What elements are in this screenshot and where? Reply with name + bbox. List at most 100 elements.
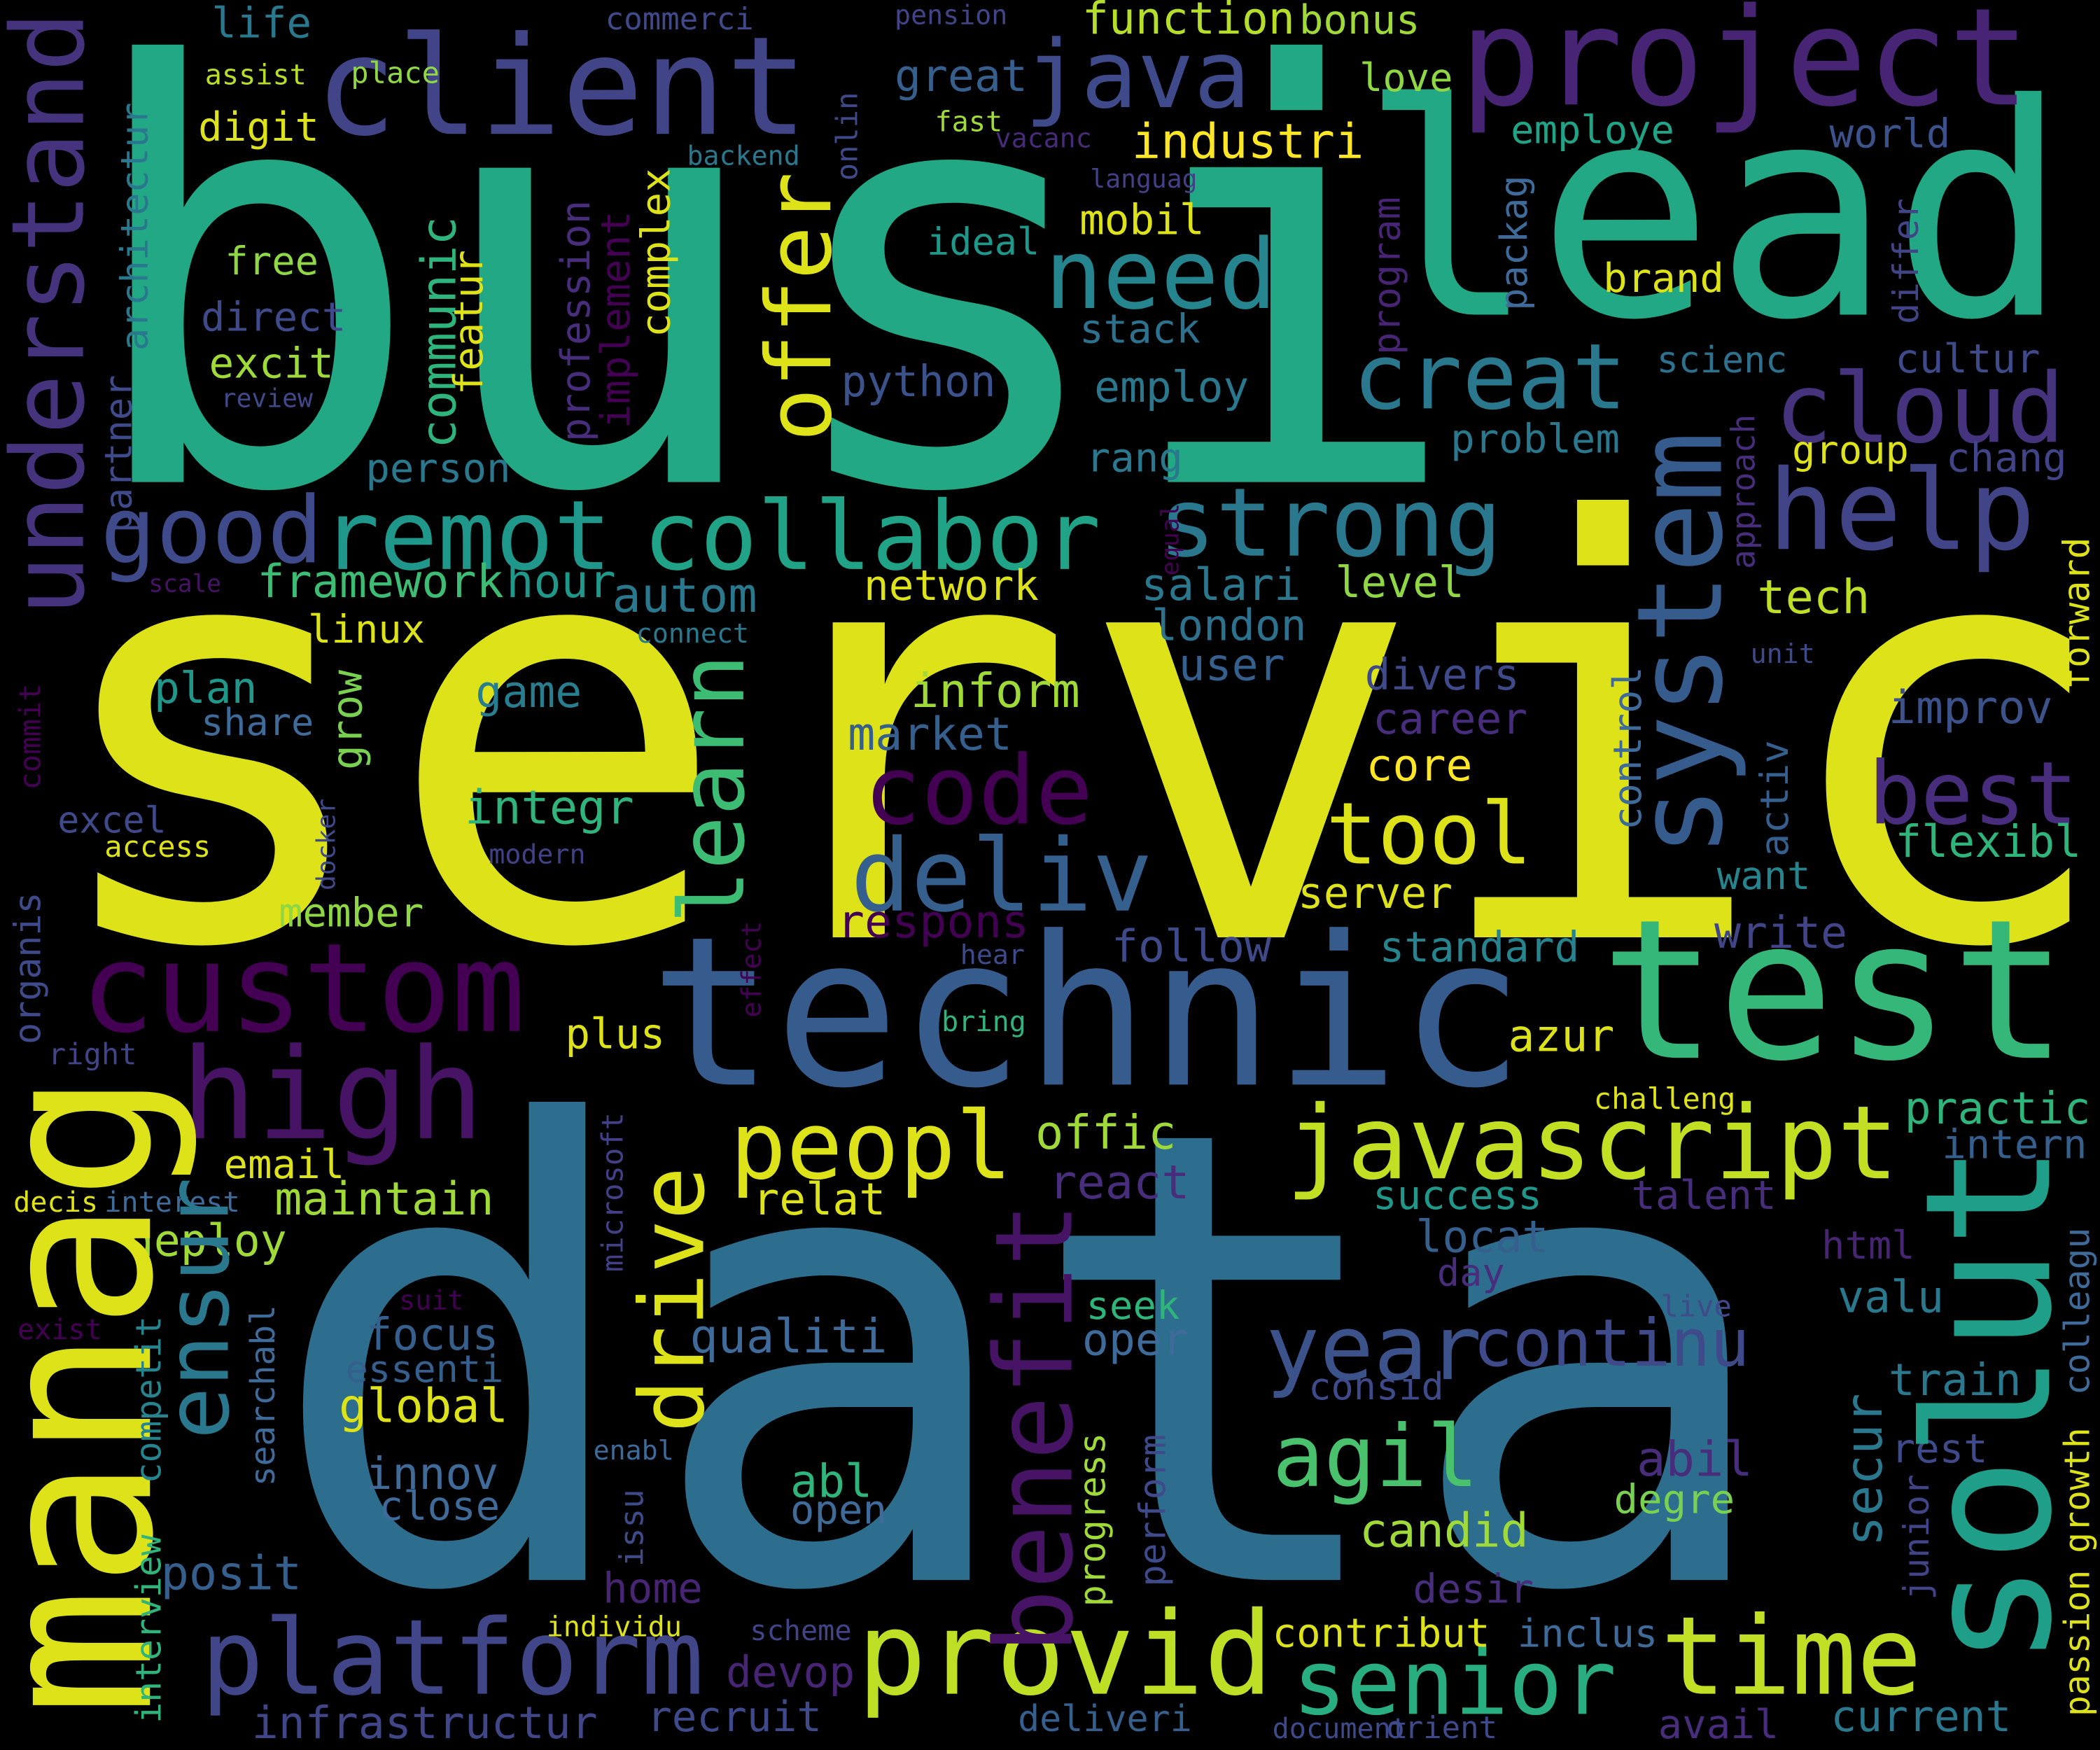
word: enabl — [594, 1435, 674, 1466]
word: interview — [129, 1534, 169, 1723]
word: backend — [687, 140, 800, 172]
word: plus — [565, 1010, 665, 1058]
word: tool — [1326, 784, 1532, 884]
word: secur — [1835, 1393, 1894, 1546]
word: deliveri — [1018, 1698, 1192, 1740]
word: success — [1373, 1172, 1542, 1219]
word: contribut — [1273, 1610, 1490, 1657]
word: system — [1612, 431, 1749, 857]
word: email — [224, 1141, 345, 1188]
word: platform — [201, 1597, 704, 1719]
word: architectur — [112, 103, 156, 351]
word: pension — [895, 0, 1007, 31]
word: deliv — [850, 818, 1153, 934]
word: employe — [1511, 108, 1674, 153]
word: busi — [78, 0, 1464, 618]
word: fast — [934, 106, 1002, 138]
word: forward — [2057, 537, 2099, 690]
word: recruit — [647, 1693, 822, 1741]
word: scienc — [1657, 340, 1788, 382]
word: chang — [1946, 434, 2067, 481]
word: abl — [790, 1455, 872, 1508]
word: integr — [465, 780, 634, 834]
word: tech — [1757, 570, 1870, 624]
word: javascript — [1286, 1084, 1898, 1203]
word: autom — [612, 568, 757, 624]
word: maintain — [274, 1173, 493, 1226]
word: progress — [1072, 1433, 1114, 1607]
word: growth — [2057, 1427, 2098, 1553]
word: lead — [1359, 42, 2069, 385]
word: differ — [1886, 198, 1926, 324]
word: exist — [18, 1314, 102, 1346]
word: activ — [1753, 740, 1798, 857]
word: focus — [365, 1308, 498, 1360]
word: degre — [1614, 1476, 1735, 1522]
word: bonus — [1299, 0, 1420, 43]
word: featur — [445, 250, 492, 395]
word: offer — [748, 172, 852, 442]
word: commit — [13, 684, 47, 790]
word: languag — [1090, 164, 1197, 194]
word: excel — [57, 800, 166, 842]
word: valu — [1837, 1271, 1944, 1323]
word: server — [1298, 869, 1452, 918]
word: docker — [311, 799, 341, 890]
word: orient — [1386, 1710, 1497, 1746]
word: excit — [209, 339, 334, 387]
word: help — [1768, 447, 2036, 575]
word: java — [1025, 20, 1251, 130]
word: digit — [198, 104, 319, 150]
word: modern — [489, 839, 585, 871]
word: challeng — [1594, 1082, 1736, 1116]
word: collabor — [643, 482, 1100, 592]
word: rang — [1086, 434, 1183, 481]
word: commerci — [606, 1, 754, 37]
word: approach — [1724, 414, 1762, 569]
word: time — [1660, 1593, 1921, 1720]
word: hour — [506, 556, 616, 608]
word: salari — [1141, 559, 1301, 610]
word: packag — [1492, 175, 1536, 310]
word: microsoft — [596, 1112, 630, 1272]
word: learn — [661, 654, 765, 924]
word: right — [48, 1037, 137, 1072]
word: relat — [752, 1173, 886, 1225]
word: great — [895, 50, 1028, 102]
word: industri — [1132, 114, 1364, 170]
word: infrastructur — [252, 1697, 598, 1749]
word: azur — [1508, 1010, 1614, 1062]
word: qualiti — [690, 1309, 887, 1364]
word: inclus — [1518, 1612, 1658, 1657]
word: creat — [1352, 323, 1627, 430]
word: need — [1044, 219, 1277, 331]
word: inform — [911, 664, 1080, 718]
word: core — [1366, 739, 1473, 791]
word: document — [1273, 1713, 1408, 1745]
word: free — [225, 239, 318, 284]
word: control — [1606, 666, 1651, 830]
word: effect — [736, 921, 768, 1018]
word: vacanc — [995, 122, 1092, 154]
word: intern — [1942, 1121, 2087, 1168]
word: test — [1600, 878, 2068, 1104]
word: global — [339, 1378, 508, 1433]
word: candid — [1359, 1503, 1529, 1558]
word: python — [841, 357, 996, 407]
word: deploy — [127, 1214, 287, 1266]
word: offic — [1035, 1105, 1177, 1160]
word: level — [1336, 558, 1464, 608]
word: place — [351, 56, 440, 90]
word: html — [1821, 1224, 1915, 1268]
word: linux — [308, 608, 425, 652]
word: issu — [612, 1489, 650, 1567]
word: stack — [1079, 306, 1200, 353]
word: practic — [1905, 1082, 2091, 1134]
word: person — [365, 445, 510, 492]
word: consid — [1308, 1364, 1443, 1408]
word: scale — [148, 570, 221, 598]
word: posit — [161, 1546, 302, 1600]
word: react — [1049, 1155, 1190, 1210]
word: communic — [412, 216, 468, 449]
word: cloud — [1774, 353, 2065, 465]
